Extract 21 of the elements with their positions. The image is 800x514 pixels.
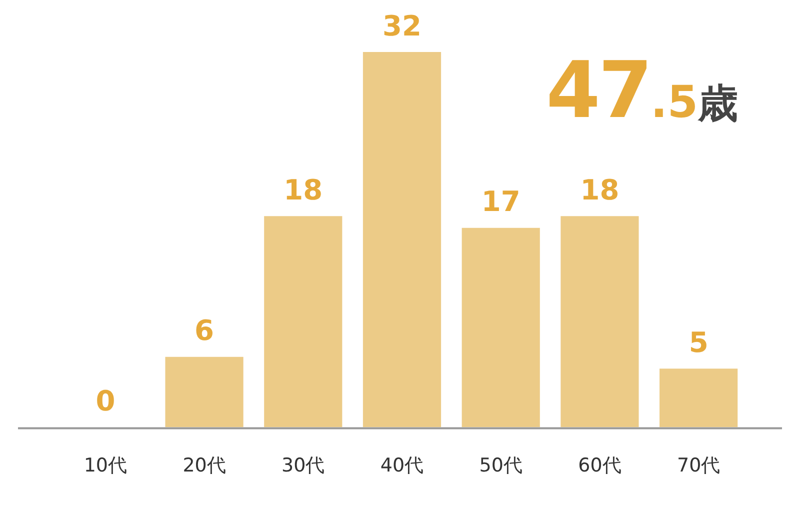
x-tick-label: 50代 <box>479 454 522 477</box>
x-tick-label: 20代 <box>182 454 226 477</box>
data-label: 5 <box>688 326 708 359</box>
bar <box>462 228 540 428</box>
x-tick-label: 70代 <box>676 454 720 477</box>
bar <box>660 368 738 428</box>
x-tick-label: 10代 <box>84 454 128 477</box>
bar <box>560 216 639 428</box>
bar <box>264 216 342 428</box>
x-tick-label: 40代 <box>380 454 424 477</box>
data-label: 0 <box>96 384 116 418</box>
x-tick-label: 30代 <box>282 454 325 477</box>
x-tick-label: 60代 <box>578 454 622 477</box>
data-label: 17 <box>481 185 520 218</box>
bar <box>362 52 442 428</box>
data-label: 6 <box>194 314 214 348</box>
bar <box>165 356 244 428</box>
data-label: 18 <box>284 173 323 206</box>
annotation: 47.5歳 <box>546 46 738 136</box>
data-label: 18 <box>580 173 620 206</box>
data-label: 32 <box>382 9 422 42</box>
